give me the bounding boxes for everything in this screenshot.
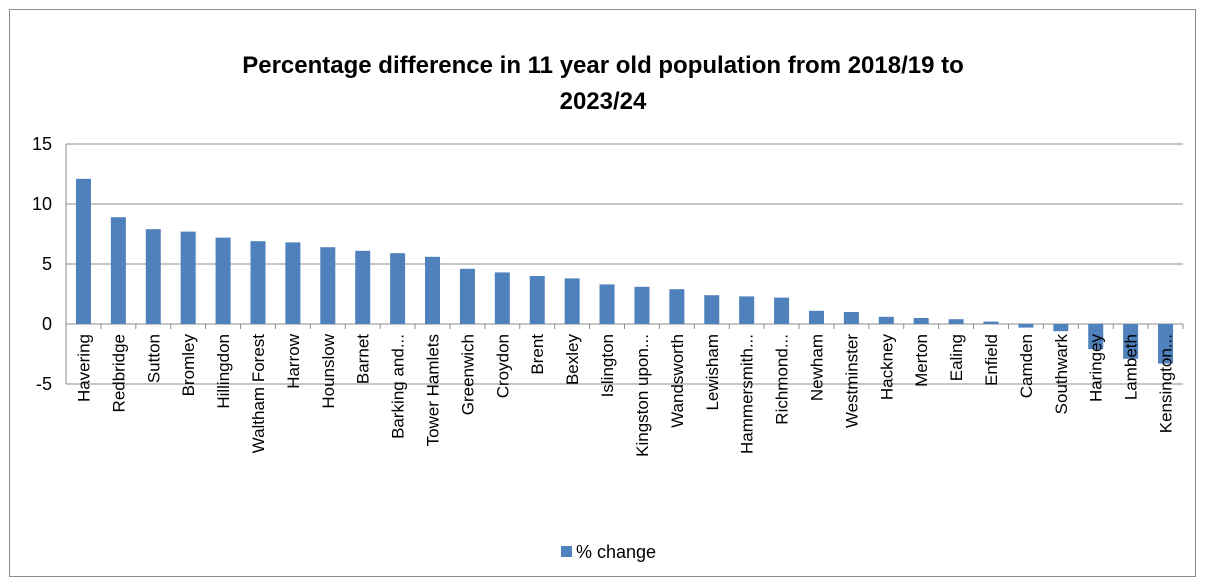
bar: [774, 297, 790, 324]
x-tick-label: Brent: [528, 334, 547, 375]
legend: % change: [561, 542, 656, 562]
bar: [1158, 324, 1174, 364]
x-tick-label: Islington: [598, 334, 617, 397]
bar: [878, 316, 894, 324]
x-tick-label: Merton: [912, 334, 931, 387]
bar: [215, 237, 231, 324]
chart-title-line-1: Percentage difference in 11 year old pop…: [242, 52, 964, 79]
x-tick-label: Greenwich: [458, 334, 477, 415]
bar: [180, 231, 196, 324]
x-tick-label: Hounslow: [319, 333, 338, 408]
x-tick-label: Lambeth: [1122, 334, 1141, 400]
x-tick-label: Kensington...: [1157, 334, 1176, 433]
y-tick-label: -5: [36, 374, 52, 394]
chart-area: Percentage difference in 11 year old pop…: [9, 9, 1196, 577]
bar: [704, 295, 720, 324]
x-tick-label: Lewisham: [703, 334, 722, 411]
bar: [739, 296, 755, 324]
bars: [75, 178, 1174, 364]
legend-swatch: [561, 546, 572, 557]
x-tick-label: Wandsworth: [668, 334, 687, 428]
bar: [320, 247, 336, 324]
x-tick-label: Barking and...: [389, 334, 408, 439]
bar: [1053, 324, 1069, 332]
y-tick-label: 10: [32, 194, 52, 214]
x-tick-label: Westminster: [842, 334, 861, 428]
x-tick-label: Camden: [1017, 334, 1036, 398]
bar: [948, 319, 964, 324]
x-tick-label: Barnet: [354, 334, 373, 384]
chart-title-line-2: 2023/24: [560, 88, 647, 115]
legend-label: % change: [576, 542, 656, 562]
bar: [250, 241, 266, 324]
bar: [110, 217, 126, 324]
bar: [634, 286, 650, 324]
x-tick-label: Hillingdon: [214, 334, 233, 409]
bar: [529, 276, 545, 324]
bar: [459, 268, 475, 324]
bar: [808, 310, 824, 324]
bar: [494, 272, 510, 324]
x-tick-label: Richmond...: [773, 334, 792, 425]
x-tick-label: Bromley: [179, 334, 198, 397]
bar: [1123, 324, 1139, 359]
x-tick-label: Tower Hamlets: [424, 334, 443, 446]
x-tick-label: Redbridge: [109, 334, 128, 412]
y-tick-label: 5: [42, 254, 52, 274]
bar: [425, 256, 441, 324]
bar: [75, 178, 91, 324]
x-tick-label: Enfield: [982, 334, 1001, 386]
bar: [1018, 324, 1034, 328]
x-axis-labels: Havering Redbridge Sutton Bromley Hillingdon…: [74, 333, 1175, 457]
bar: [390, 253, 406, 324]
bar: [145, 229, 161, 324]
x-tick-label: Haringey: [1087, 334, 1106, 403]
bar: [285, 242, 301, 324]
bar-chart: Percentage difference in 11 year old pop…: [32, 52, 1184, 562]
x-tick-label: Sutton: [144, 334, 163, 383]
bar: [355, 250, 371, 324]
gridlines: [65, 143, 1184, 385]
y-axis-ticks: 15 10 5 0 -5: [32, 134, 52, 394]
x-tick-label: Havering: [74, 334, 93, 402]
bar: [564, 278, 580, 324]
x-tick-label: Ealing: [947, 334, 966, 381]
bar: [669, 289, 685, 324]
x-tick-label: Kingston upon...: [633, 334, 652, 457]
x-tick-label: Newham: [807, 334, 826, 401]
y-tick-label: 15: [32, 134, 52, 154]
x-tick-label: Hackney: [877, 334, 896, 401]
x-tick-label: Croydon: [493, 334, 512, 398]
x-tick-label: Southwark: [1052, 334, 1071, 415]
x-tick-label: Harrow: [284, 333, 303, 389]
x-tick-label: Waltham Forest: [249, 334, 268, 454]
y-tick-label: 0: [42, 314, 52, 334]
bar: [843, 312, 859, 324]
bar: [1088, 324, 1104, 350]
x-tick-label: Bexley: [563, 334, 582, 386]
x-tick-label: Hammersmith...: [738, 334, 757, 454]
bar: [913, 318, 929, 324]
bar: [983, 321, 999, 324]
bar: [599, 284, 615, 324]
